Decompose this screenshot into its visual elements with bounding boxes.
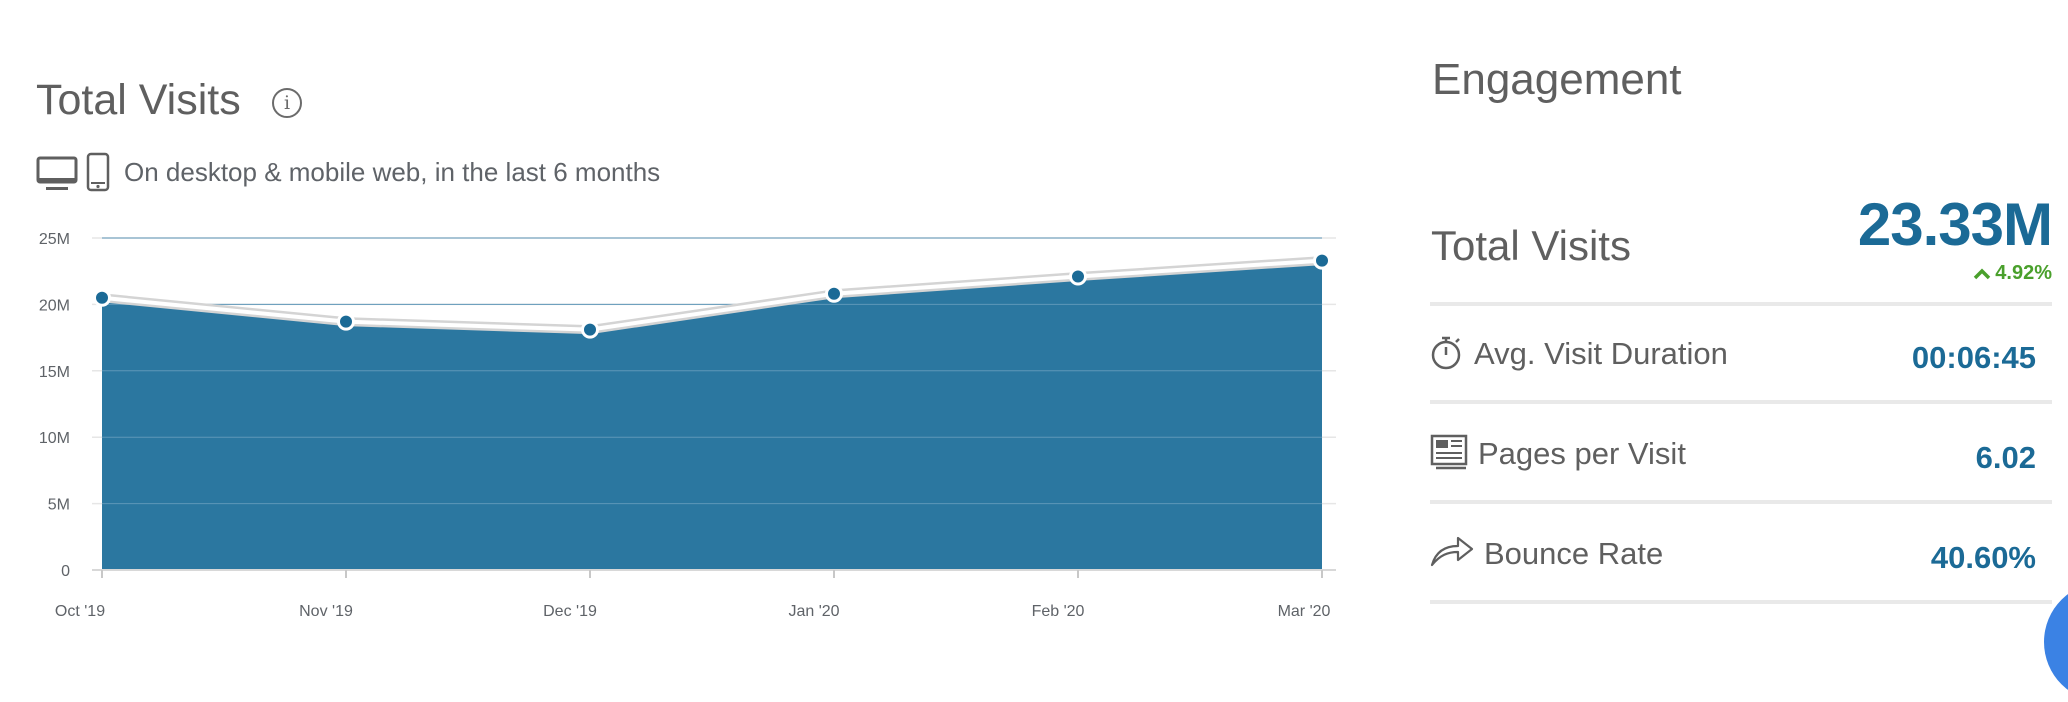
metric-label: Avg. Visit Duration	[1474, 336, 1728, 371]
y-tick-label: 15M	[39, 364, 70, 381]
x-tick-label: Feb '20	[1032, 603, 1085, 620]
divider	[1430, 600, 2052, 604]
x-tick-label: Jan '20	[788, 603, 839, 620]
total-visits-value: 23.33M	[1857, 191, 2053, 258]
x-tick-label: Nov '19	[299, 603, 353, 620]
total-visits-title: Total Visits	[36, 76, 241, 124]
total-visits-change: 4.92%	[1973, 262, 2052, 285]
divider	[1430, 302, 2052, 306]
info-icon[interactable]: i	[272, 88, 302, 118]
data-point	[1313, 251, 1331, 270]
metric-value: 6.02	[1975, 440, 2036, 475]
data-point	[825, 284, 843, 303]
metric-bounce-rate: Bounce Rate 40.60%	[1430, 520, 2052, 590]
total-visits-label: Total Visits	[1431, 222, 1631, 269]
chart-subtitle: On desktop & mobile web, in the last 6 m…	[124, 157, 661, 187]
metric-pages-per-visit: Pages per Visit 6.02	[1430, 420, 2052, 490]
metric-label: Pages per Visit	[1478, 436, 1686, 471]
data-point	[581, 320, 599, 339]
chevron-up-icon	[1974, 268, 1991, 279]
y-tick-label: 5M	[48, 497, 70, 514]
y-tick-label: 10M	[39, 430, 70, 447]
mobile-icon	[86, 152, 110, 192]
metric-value: 00:06:45	[1911, 340, 2036, 375]
pages-icon	[1430, 434, 1468, 470]
stopwatch-icon	[1431, 336, 1461, 370]
data-point	[93, 288, 111, 307]
data-point	[1069, 267, 1087, 286]
desktop-icon	[36, 156, 78, 190]
bounce-arrow-icon	[1430, 536, 1474, 567]
metric-label: Bounce Rate	[1484, 536, 1664, 571]
divider	[1430, 400, 2052, 404]
engagement-title: Engagement	[1432, 55, 1682, 104]
total-visits-change-value: 4.92%	[1995, 262, 2052, 284]
total-visits-panel: Total Visits i On desktop & mobile web, …	[36, 76, 1336, 620]
series-line	[101, 258, 1323, 332]
x-tick-label: Dec '19	[543, 603, 597, 620]
x-tick-label: Oct '19	[55, 603, 105, 620]
area-fill	[102, 260, 1322, 570]
divider	[1430, 500, 2052, 504]
y-tick-label: 25M	[39, 231, 70, 248]
total-visits-chart: 0 5M 10M 15M 20M 25M Oct '19 Nov '19 Dec '19 Jan …	[39, 231, 1336, 620]
data-point	[337, 312, 355, 331]
y-tick-label: 20M	[39, 297, 70, 314]
y-tick-label: 0	[61, 563, 70, 580]
x-tick-label: Mar '20	[1278, 603, 1331, 620]
metric-avg-visit-duration: Avg. Visit Duration 00:06:45	[1430, 320, 2052, 390]
engagement-panel: Engagement Total Visits 23.33M 4.92% Avg…	[1430, 0, 2068, 638]
metric-value: 40.60%	[1930, 540, 2036, 575]
